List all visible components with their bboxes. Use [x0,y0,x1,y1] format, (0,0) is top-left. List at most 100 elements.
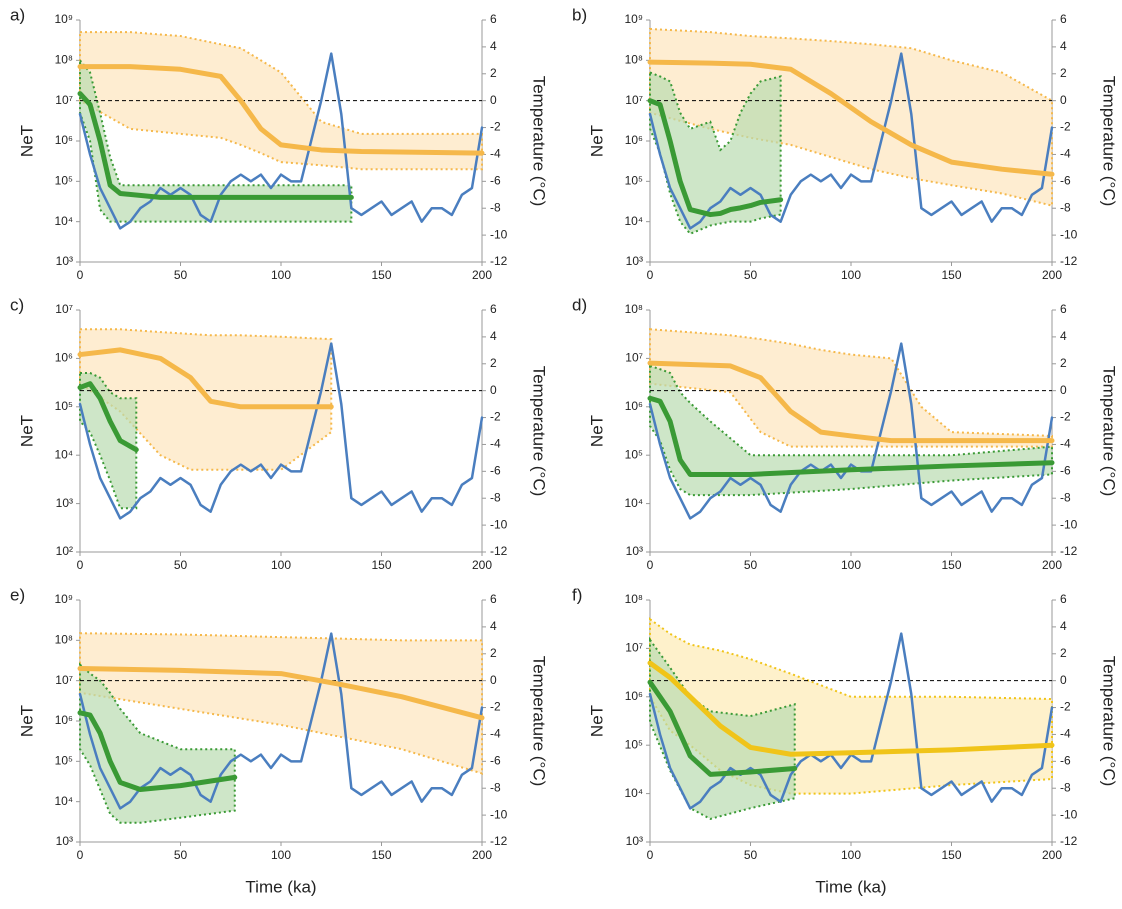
y-tick-label: 10⁹ [625,12,644,26]
y2-tick-label: 0 [1060,673,1067,687]
y-tick-label: 10⁷ [55,93,73,107]
x-tick-label: 100 [841,268,861,282]
y-tick-label: 10³ [56,254,73,268]
y-tick-label: 10⁸ [625,53,643,67]
ne-line [647,679,798,777]
x-tick-label: 50 [744,558,758,572]
y-tick-label: 10⁹ [55,592,74,606]
ne-line [647,360,1055,444]
y-axis-label: NeT [17,125,36,157]
x-tick-label: 200 [1042,558,1062,572]
y-tick-label: 10⁷ [55,302,73,316]
y-tick-label: 10⁵ [55,399,73,413]
y2-tick-label: 4 [1060,39,1067,53]
y2-axis-label: Temperature (°C) [1100,366,1119,497]
y-tick-label: 10³ [626,834,643,848]
x-tick-label: 0 [77,268,84,282]
ne-line [77,381,139,453]
y2-tick-label: -12 [490,544,508,558]
ne-line [647,395,1055,477]
y2-axis-label: Temperature (°C) [530,366,549,497]
x-tick-label: 150 [371,268,391,282]
confidence-band [79,31,483,171]
y2-tick-label: -12 [1060,544,1078,558]
y2-tick-label: -6 [1060,754,1071,768]
panel: f) 10³ 10⁴ 10⁵ 10⁶ 10⁷ 10⁸ -12 -10 -8 -6 -4 -2 0 2 4 6 0 5… [572,585,1119,896]
y2-tick-label: 0 [490,673,497,687]
y-tick-label: 10⁹ [55,12,74,26]
x-tick-label: 0 [77,848,84,862]
y-tick-label: 10⁴ [54,794,73,808]
x-tick-label: 200 [1042,268,1062,282]
y-tick-label: 10⁶ [55,133,73,147]
y2-axis-label: Temperature (°C) [1100,76,1119,207]
y-tick-label: 10⁴ [624,214,643,228]
y2-tick-label: -4 [1060,147,1071,161]
y2-tick-label: 4 [1060,329,1067,343]
y-tick-label: 10⁶ [625,133,643,147]
confidence-band [79,57,353,223]
x-tick-label: 50 [174,268,188,282]
panel-label: d) [572,295,587,314]
y2-tick-label: 2 [490,646,497,660]
y2-tick-label: -8 [1060,490,1071,504]
y-tick-label: 10⁴ [54,214,73,228]
y2-tick-label: -8 [490,780,501,794]
y2-tick-label: 0 [490,383,497,397]
y-tick-label: 10⁷ [55,673,73,687]
y2-tick-label: 6 [1060,592,1067,606]
x-tick-label: 50 [174,848,188,862]
temperature-line [78,632,484,810]
y-axis-label: NeT [587,705,606,737]
y2-tick-label: -2 [490,700,501,714]
y-axis-label: NeT [17,705,36,737]
y2-axis-label: Temperature (°C) [1100,656,1119,787]
y-tick-label: 10³ [626,544,643,558]
x-tick-label: 0 [647,848,654,862]
ne-line [647,660,1055,757]
y-tick-label: 10⁷ [625,93,643,107]
y-tick-label: 10⁵ [625,447,643,461]
x-tick-label: 0 [647,558,654,572]
y2-tick-label: -6 [490,754,501,768]
y-tick-label: 10⁶ [625,689,643,703]
x-tick-label: 100 [271,268,291,282]
panel-label: a) [10,5,25,24]
y2-tick-label: -8 [490,200,501,214]
y-tick-label: 10³ [56,496,73,510]
x-axis-label: Time (ka) [815,877,886,896]
y2-tick-label: -8 [1060,200,1071,214]
y2-tick-label: -12 [490,834,508,848]
y-tick-label: 10³ [626,254,643,268]
x-tick-label: 150 [941,268,961,282]
x-tick-label: 50 [744,848,758,862]
x-tick-label: 50 [174,558,188,572]
y2-tick-label: 0 [1060,93,1067,107]
y-tick-label: 10⁶ [55,351,73,365]
x-tick-label: 200 [472,558,492,572]
y2-tick-label: -4 [1060,727,1071,741]
y2-tick-label: 6 [490,12,497,26]
x-tick-label: 200 [472,848,492,862]
y2-axis-label: Temperature (°C) [530,656,549,787]
y-tick-label: 10⁸ [55,633,73,647]
y-tick-label: 10⁸ [625,592,643,606]
y2-tick-label: -2 [490,120,501,134]
y-tick-label: 10⁵ [625,737,643,751]
temperature-line [648,52,1054,230]
y-tick-label: 10⁴ [624,786,643,800]
y-tick-label: 10⁵ [55,754,73,768]
y2-tick-label: -10 [1060,517,1078,531]
y2-tick-label: 4 [1060,619,1067,633]
y-axis-label: NeT [587,415,606,447]
x-tick-label: 150 [941,848,961,862]
y2-tick-label: -6 [1060,174,1071,188]
y2-tick-label: -12 [490,254,508,268]
confidence-band [649,364,1053,497]
x-tick-label: 150 [941,558,961,572]
y2-tick-label: -10 [1060,807,1078,821]
y2-tick-label: -2 [1060,120,1071,134]
ne-line [77,710,238,793]
